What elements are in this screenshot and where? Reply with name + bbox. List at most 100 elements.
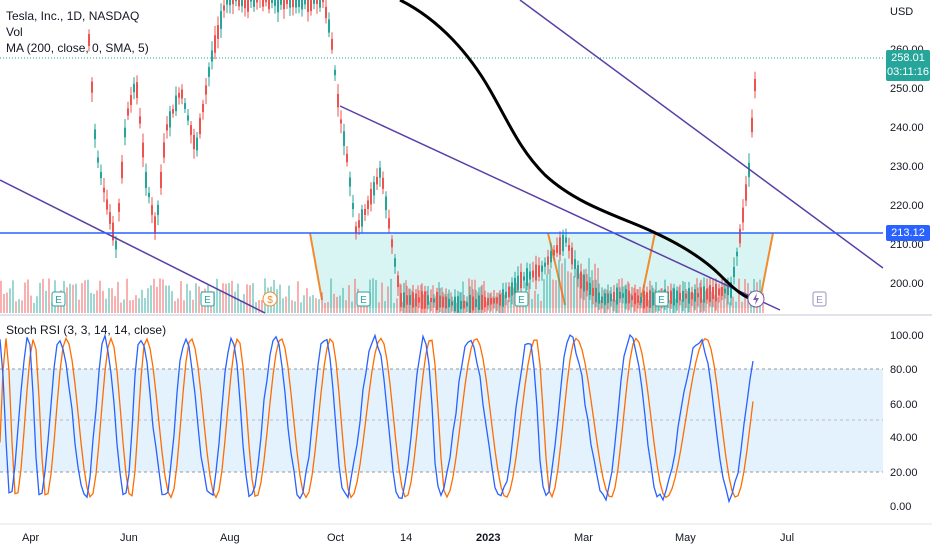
candle (721, 287, 723, 296)
candle (433, 298, 435, 303)
svg-text:E: E (658, 295, 665, 306)
volume-bar (171, 291, 173, 313)
candle (727, 285, 729, 296)
trendline-resistance[interactable] (519, 0, 884, 269)
volume-bar (24, 282, 26, 313)
candle (580, 271, 582, 289)
volume-bar (561, 263, 563, 313)
candle (481, 294, 483, 310)
earnings-marker[interactable]: E (654, 291, 669, 307)
volume-bar (372, 278, 374, 313)
candle (475, 299, 477, 308)
stoch-rsi-band (0, 369, 883, 472)
volume-bar (573, 276, 575, 313)
volume-bar (282, 298, 284, 313)
candle (535, 264, 537, 281)
candle (421, 291, 423, 309)
earnings-marker[interactable]: E (51, 291, 66, 307)
time-tick: May (675, 532, 696, 544)
volume-bar (237, 283, 239, 313)
candle (532, 270, 534, 278)
earnings-marker[interactable]: E (514, 291, 529, 307)
earnings-marker[interactable]: E (356, 291, 371, 307)
volume-bar (69, 283, 71, 313)
volume-bar (198, 286, 200, 313)
earnings-marker-future[interactable]: E (812, 291, 827, 307)
volume-bar (558, 260, 560, 313)
candle (694, 289, 696, 302)
candle (715, 283, 717, 302)
volume-bar (546, 274, 548, 313)
dividend-marker[interactable]: $ (262, 291, 278, 307)
candle (460, 300, 462, 310)
volume-bar (504, 294, 506, 313)
candle (301, 0, 303, 10)
volume-bar (147, 288, 149, 313)
volume-bar (381, 282, 383, 313)
bar-countdown: 03:11:16 (886, 66, 929, 78)
candle (685, 293, 687, 299)
volume-bar (159, 278, 161, 313)
volume-bar (246, 284, 248, 313)
candle (562, 234, 564, 252)
trendline-descending[interactable] (339, 105, 781, 311)
cup-handle-outline (309, 232, 774, 306)
symbol-title[interactable]: Tesla, Inc., 1D, NASDAQ (6, 9, 140, 23)
time-axis[interactable]: Apr Jun Aug Oct 14 2023 Mar May Jul (22, 532, 794, 544)
candle (202, 103, 204, 113)
candle (355, 226, 357, 234)
candle (568, 245, 570, 251)
candle (286, 0, 288, 4)
volume-bar (531, 298, 533, 313)
candle (601, 296, 603, 304)
volume-bar (507, 300, 509, 313)
volume-bar (114, 296, 116, 313)
candle (229, 0, 231, 6)
candle (256, 0, 258, 3)
level-line-badge: 213.12 (886, 225, 930, 241)
volume-bar (555, 280, 557, 313)
volume-bar (285, 296, 287, 313)
candle (469, 294, 471, 313)
volume-bar (348, 285, 350, 313)
candle (388, 218, 390, 229)
volume-legend[interactable]: Vol (6, 25, 23, 39)
volume-bar (33, 302, 35, 313)
stoch-axis[interactable]: 100.00 80.00 60.00 40.00 20.00 0.00 (890, 330, 924, 513)
candle (397, 275, 399, 288)
volume-bar (564, 258, 566, 313)
candle (196, 137, 198, 151)
candle (646, 292, 648, 307)
candle (430, 297, 432, 303)
volume-bar (21, 300, 23, 313)
price-tick: 210.00 (890, 239, 924, 251)
volume-bar (66, 287, 68, 313)
volume-bar (402, 302, 404, 313)
candle (709, 285, 711, 302)
stoch-legend[interactable]: Stoch RSI (3, 3, 14, 14, close) (6, 322, 166, 338)
candle (208, 67, 210, 77)
currency-label: USD (890, 6, 913, 18)
candle (364, 208, 366, 216)
trendline-lower-left[interactable] (0, 179, 266, 314)
ma-legend[interactable]: MA (200, close, 0, SMA, 5) (6, 41, 149, 55)
candle (316, 0, 318, 4)
volume-bar (609, 290, 611, 313)
price-axis[interactable]: USD 260.00 250.00 240.00 230.00 220.00 2… (890, 6, 924, 290)
volume-bar (135, 295, 137, 313)
candle (373, 181, 375, 196)
candle (700, 287, 702, 303)
lightning-icon[interactable] (747, 290, 765, 308)
earnings-marker[interactable]: E (200, 291, 215, 307)
candle (130, 95, 132, 105)
volume-bar (12, 280, 14, 313)
time-tick: Jul (780, 532, 794, 544)
volume-bar (27, 279, 29, 313)
candle (751, 117, 753, 133)
stoch-tick: 0.00 (890, 501, 911, 513)
candle (235, 0, 237, 2)
candle (217, 25, 219, 39)
candle (274, 0, 276, 6)
volume-bar (279, 284, 281, 313)
